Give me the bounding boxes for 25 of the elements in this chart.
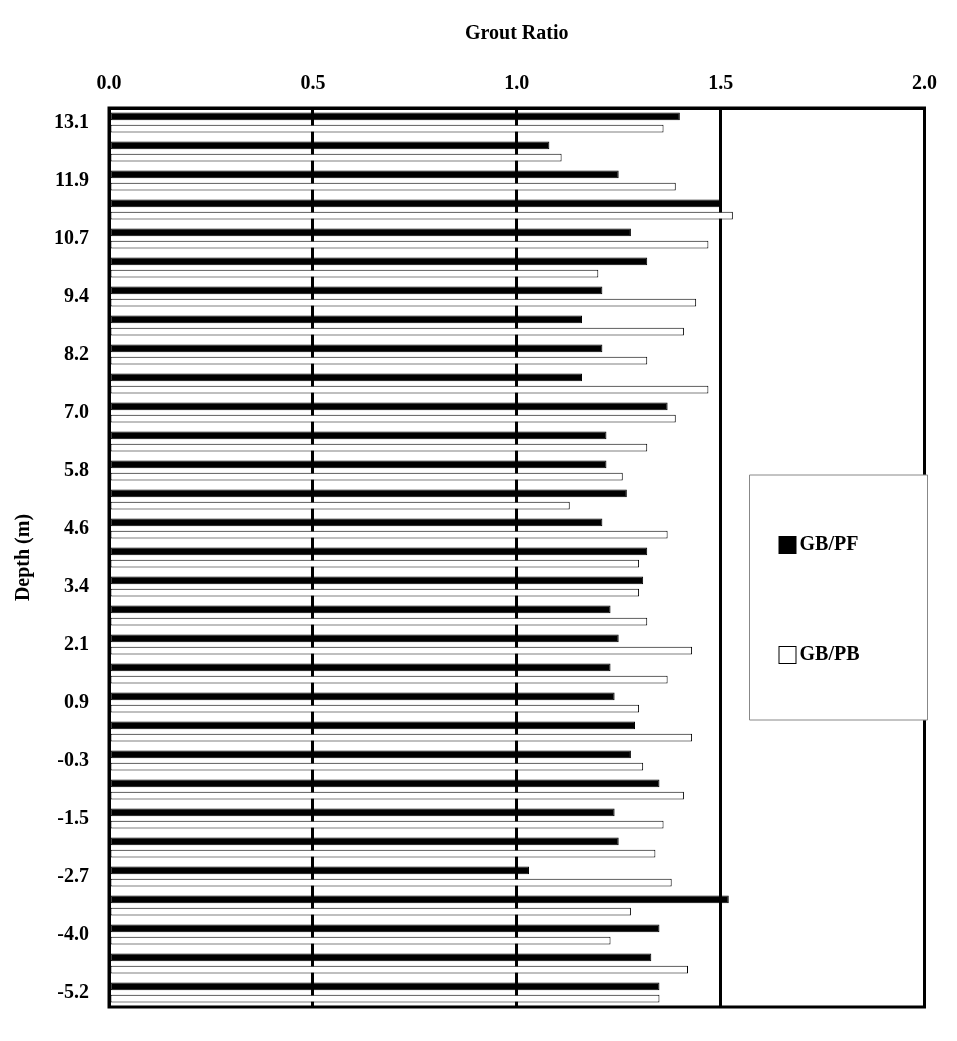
y-tick-label: 0.9 bbox=[64, 689, 89, 712]
y-tick-label: -0.3 bbox=[57, 747, 89, 770]
legend-label: GB/PF bbox=[799, 532, 859, 555]
y-tick-label: 13.1 bbox=[54, 109, 89, 132]
y-tick-label: 4.6 bbox=[64, 515, 89, 538]
y-tick-label: 3.4 bbox=[64, 573, 89, 596]
y-tick-label: 8.2 bbox=[64, 341, 89, 364]
y-tick-label: 7.0 bbox=[64, 399, 89, 422]
legend-label: GB/PB bbox=[799, 642, 860, 665]
y-tick-label: 2.1 bbox=[64, 631, 89, 654]
x-tick-label: 1.5 bbox=[708, 71, 734, 94]
y-tick-label: -1.5 bbox=[57, 805, 89, 828]
y-tick-label: -2.7 bbox=[57, 863, 89, 886]
x-tick-label: 2.0 bbox=[912, 71, 937, 94]
y-tick-label: -4.0 bbox=[57, 921, 89, 944]
x-tick-label: 0.0 bbox=[96, 71, 122, 94]
y-tick-label: 10.7 bbox=[54, 225, 89, 248]
y-tick-label: 5.8 bbox=[64, 457, 89, 480]
y-tick-label: -5.2 bbox=[57, 979, 89, 1002]
x-tick-label: 0.5 bbox=[300, 71, 326, 94]
x-tick-label: 1.0 bbox=[504, 71, 530, 94]
y-axis-title: Depth (m) bbox=[11, 513, 35, 602]
y-tick-label: 9.4 bbox=[64, 283, 89, 306]
x-axis-title: Grout Ratio bbox=[464, 21, 569, 44]
y-tick-label: 11.9 bbox=[55, 167, 89, 190]
